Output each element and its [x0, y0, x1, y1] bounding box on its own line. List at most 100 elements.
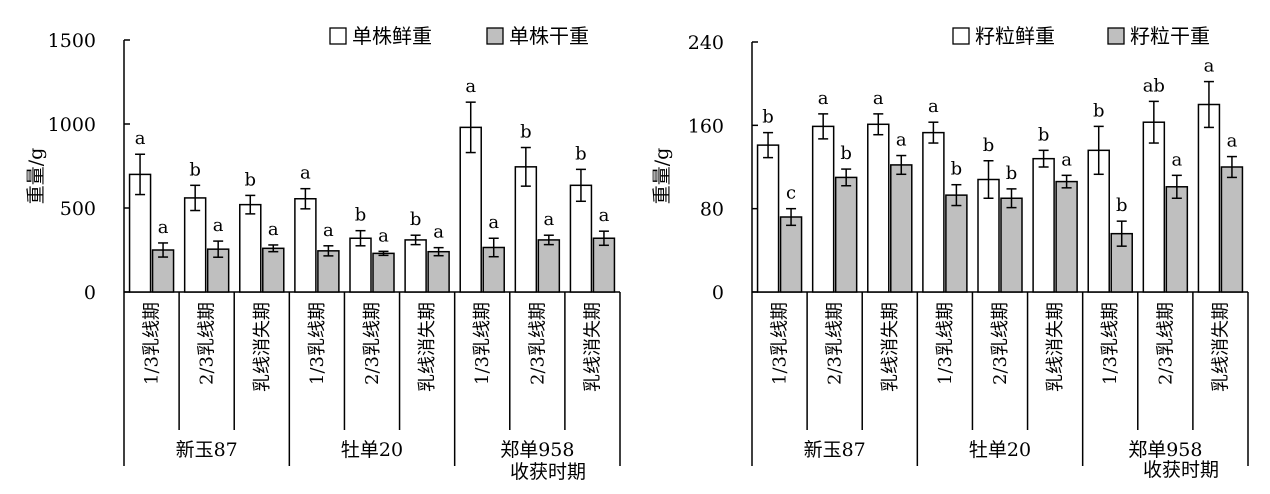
category-label: 2/3乳线期: [1155, 302, 1176, 385]
bar-fresh: [867, 123, 890, 293]
significance-letter: b: [520, 122, 532, 143]
bar-dry: [262, 247, 285, 293]
bar-fresh: [1032, 157, 1055, 293]
significance-letter: b: [1116, 195, 1128, 216]
significance-letter: a: [599, 205, 610, 226]
bar-dry: [834, 176, 858, 293]
significance-letter: b: [1038, 124, 1050, 145]
significance-letter: a: [1204, 56, 1215, 77]
significance-letter: a: [378, 225, 389, 246]
category-label: 2/3乳线期: [197, 302, 218, 385]
category-label: 2/3乳线期: [990, 302, 1011, 385]
category-label: 乳线消失期: [252, 302, 273, 392]
significance-letter: a: [873, 88, 884, 109]
bar-dry: [372, 252, 395, 293]
significance-letter: a: [465, 76, 476, 97]
category-label: 2/3乳线期: [362, 302, 383, 385]
bar-fresh: [404, 239, 427, 293]
legend-label: 籽粒干重: [1130, 24, 1210, 48]
significance-letter: a: [433, 222, 444, 243]
y-tick-label: 0: [712, 282, 724, 304]
group-label: 郑单958: [1128, 439, 1202, 461]
category-label: 乳线消失期: [417, 302, 438, 392]
category-label: 2/3乳线期: [527, 302, 548, 385]
bar-fresh: [1142, 121, 1166, 293]
significance-letter: b: [1093, 100, 1105, 121]
significance-letter: b: [245, 169, 257, 190]
significance-letter: a: [543, 209, 554, 230]
y-tick-label: 500: [60, 198, 96, 220]
y-tick-label: 240: [688, 32, 724, 54]
y-tick-label: 80: [700, 199, 724, 221]
significance-letter: a: [896, 130, 907, 151]
y-tick-label: 0: [84, 282, 96, 304]
y-tick-label: 1000: [48, 114, 96, 136]
significance-letter: b: [951, 159, 963, 180]
y-tick-label: 160: [688, 115, 724, 137]
legend-label: 籽粒鲜重: [975, 24, 1055, 48]
bar-dry: [317, 250, 340, 293]
category-label: 1/3乳线期: [1100, 302, 1121, 385]
significance-letter: c: [786, 183, 796, 204]
significance-letter: a: [1227, 131, 1238, 152]
group-label: 郑单958: [500, 439, 574, 461]
significance-letter: b: [840, 143, 852, 164]
bar-fresh: [922, 131, 945, 293]
bar-dry: [779, 216, 803, 293]
category-label: 2/3乳线期: [825, 302, 846, 385]
legend-label: 单株干重: [509, 24, 589, 48]
significance-letter: b: [1006, 163, 1018, 184]
legend-swatch: [486, 27, 504, 45]
significance-letter: b: [410, 209, 422, 230]
bar-dry: [427, 250, 450, 293]
significance-letter: a: [158, 217, 169, 238]
chart-panel-plant-weight: 0 500 1000 1500 1/3乳线期 2/3乳线期 乳线消失期 1/3乳线期 2/3乳线…: [25, 24, 621, 483]
significance-letter: b: [355, 205, 367, 226]
significance-letter: ab: [1143, 75, 1165, 96]
significance-letter: b: [983, 135, 995, 156]
category-label: 1/3乳线期: [142, 302, 163, 385]
significance-letter: a: [488, 212, 499, 233]
group-label: 牡单20: [969, 439, 1031, 461]
legend-swatch: [329, 27, 347, 45]
significance-letter: a: [818, 88, 829, 109]
significance-letter: a: [928, 96, 939, 117]
bar-dry: [1165, 186, 1189, 293]
bar-dry: [1220, 166, 1244, 293]
group-label: 新玉87: [176, 439, 238, 461]
bar-dry: [945, 194, 968, 293]
legend-swatch: [1107, 27, 1125, 45]
bar-dry: [537, 239, 561, 293]
bar-fresh: [183, 197, 207, 293]
x-axis-title: 收获时期: [510, 461, 586, 483]
category-label: 1/3乳线期: [935, 302, 956, 385]
category-label: 乳线消失期: [1045, 302, 1066, 392]
significance-letter: b: [575, 143, 587, 164]
significance-letter: a: [135, 128, 146, 149]
significance-letter: a: [323, 220, 334, 241]
significance-letter: a: [213, 215, 224, 236]
significance-letter: a: [1061, 149, 1072, 170]
category-label: 乳线消失期: [880, 302, 901, 392]
bar-fresh: [756, 144, 780, 293]
category-label: 1/3乳线期: [472, 302, 493, 385]
significance-letter: b: [189, 159, 201, 180]
legend-label: 单株鲜重: [352, 24, 432, 48]
significance-letter: b: [762, 107, 774, 128]
group-label: 牡单20: [341, 439, 403, 461]
category-label: 1/3乳线期: [770, 302, 791, 385]
chart-panel-grain-weight: 0 80 160 240 1/3乳线期 2/3乳线期 乳线消失期 1/3乳线期 2/3乳线期 乳线…: [651, 24, 1249, 481]
category-label: 1/3乳线期: [307, 302, 328, 385]
significance-letter: a: [300, 163, 311, 184]
significance-letter: a: [1171, 149, 1182, 170]
x-axis-title: 收获时期: [1143, 459, 1219, 481]
bar-dry: [1055, 180, 1078, 293]
bar-fresh: [239, 203, 262, 293]
category-label: 乳线消失期: [1210, 302, 1231, 392]
bar-fresh: [1197, 103, 1221, 293]
bar-dry: [592, 237, 616, 293]
group-label: 新玉87: [804, 439, 866, 461]
legend-swatch: [952, 27, 970, 45]
category-label: 乳线消失期: [582, 302, 603, 392]
